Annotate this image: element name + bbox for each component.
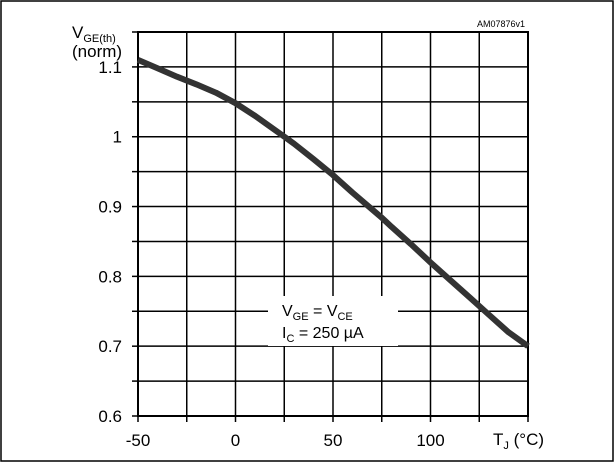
figure-id: AM07876v1: [477, 19, 525, 29]
series-line: [136, 57, 530, 349]
y-axis-label: VGE(th): [72, 23, 116, 45]
y-tick-label: 1.1: [98, 58, 122, 77]
x-tick-label: 50: [324, 431, 343, 450]
x-tick-label: 100: [416, 431, 444, 450]
x-tick-label: 0: [231, 431, 240, 450]
y-tick-label: 0.8: [98, 267, 122, 286]
y-tick-label: 1: [113, 128, 122, 147]
y-tick-label: 0.9: [98, 198, 122, 217]
y-tick-label: 0.7: [98, 337, 122, 356]
series-layer: [136, 57, 530, 349]
x-axis-label: TJ (°C): [493, 430, 544, 452]
y-axis-unit: (norm): [72, 42, 122, 61]
label-layer: -50 0 50 100 0.6 0.7 0.8 0.9 1 1.1 VGE(th)(norm) TJ…: [72, 19, 544, 452]
annotation-condition-voltage: VGE = VCE: [282, 303, 353, 323]
x-tick-label: -50: [126, 431, 151, 450]
y-tick-label: 0.6: [98, 407, 122, 426]
axis-ticks: [132, 31, 529, 422]
annotation-condition-current: IC = 250 µA: [282, 325, 364, 345]
annotation-box: [268, 296, 398, 346]
